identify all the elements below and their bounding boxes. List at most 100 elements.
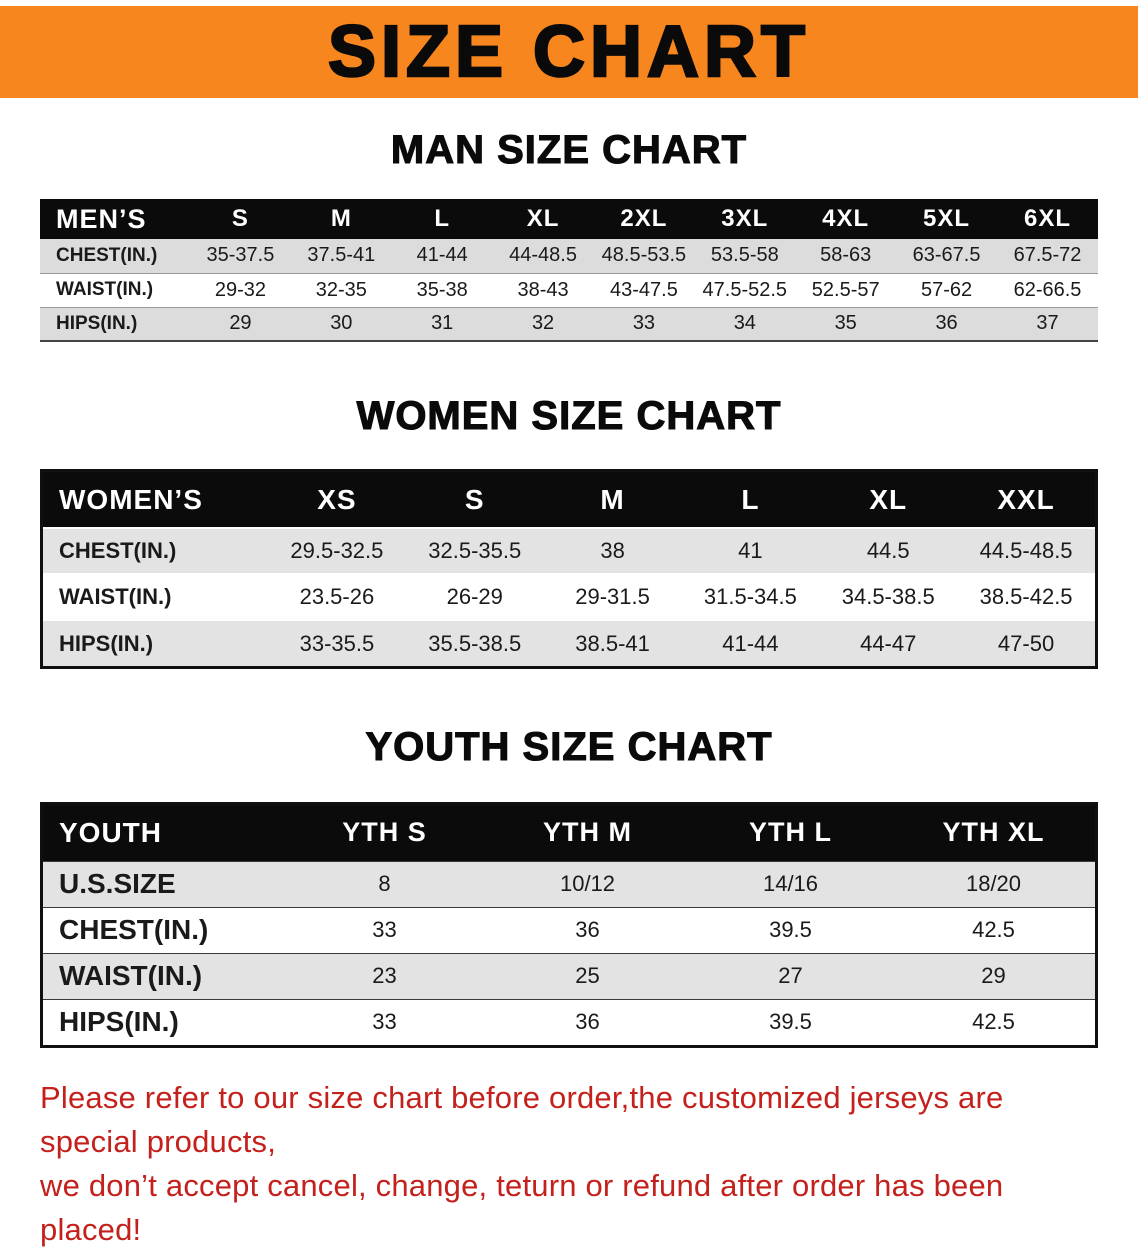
table-head: MEN’S S M L XL 2XL 3XL 4XL 5XL 6XL (40, 199, 1098, 239)
size-value-cell: 18/20 (965, 871, 1022, 896)
size-value-cell: 23.5-26 (299, 584, 375, 609)
size-value-cell: 53.5-58 (710, 244, 779, 267)
size-column-header: YTH M (486, 805, 689, 861)
size-value-cell: 31 (431, 312, 454, 335)
youth-size-table: YOUTH YTH S YTH M YTH L YTH XL U.S.SIZE 8 10/12… (40, 802, 1098, 1048)
size-chart-page: SIZE CHART MAN SIZE CHART MEN’S S M L XL 2XL 3… (0, 6, 1138, 1252)
size-value-cell: 32-35 (315, 278, 367, 301)
womens-table: WOMEN’S XS S M L XL XXL CHEST(IN.) 29.5-32.5 32.5… (43, 472, 1095, 666)
banner: SIZE CHART (0, 6, 1138, 98)
size-value-cell: 67.5-72 (1013, 244, 1082, 267)
disclaimer-line-2: we don’t accept cancel, change, teturn o… (40, 1168, 1004, 1248)
size-value-cell: 35-37.5 (206, 244, 275, 267)
men-size-chart-section: MAN SIZE CHART MEN’S S M L XL 2XL 3XL 4XL 5XL 6XL… (0, 127, 1138, 342)
size-value-cell: 31.5-34.5 (703, 584, 797, 609)
size-value-cell: 39.5 (769, 917, 812, 942)
size-value-cell: 42.5 (972, 917, 1015, 942)
row-label: WAIST(IN.) (59, 584, 172, 609)
table-head: WOMEN’S XS S M L XL XXL (43, 472, 1095, 528)
size-value-cell: 33-35.5 (299, 630, 375, 656)
size-value-cell: 38-43 (517, 278, 569, 301)
size-column-header: S (190, 199, 291, 239)
size-value-cell: 32 (531, 312, 555, 335)
size-column-header: M (290, 199, 392, 239)
size-value-cell: 33 (372, 1009, 397, 1035)
size-value-cell: 25 (575, 963, 600, 988)
table-header-row: WOMEN’S XS S M L XL XXL (43, 472, 1095, 528)
size-column-header: YTH S (283, 805, 486, 861)
size-value-cell: 63-67.5 (912, 244, 981, 267)
table-head: YOUTH YTH S YTH M YTH L YTH XL (43, 805, 1095, 861)
row-label: CHEST(IN.) (59, 914, 209, 945)
table-body: CHEST(IN.) 35-37.5 37.5-41 41-44 44-48.5 48.5… (40, 239, 1098, 341)
men-section-heading: MAN SIZE CHART (390, 127, 748, 172)
row-label: HIPS(IN.) (59, 1006, 179, 1038)
size-column-header: L (391, 199, 493, 239)
table-body: U.S.SIZE 8 10/12 14/16 18/20 CHEST(IN.) 33 36 39… (43, 861, 1095, 1045)
size-column-header: M (543, 472, 682, 528)
women-size-chart-section: WOMEN SIZE CHART WOMEN’S XS S M L XL XXL CHEST(… (0, 393, 1138, 669)
size-value-cell: 29.5-32.5 (290, 538, 384, 563)
women-size-table: WOMEN’S XS S M L XL XXL CHEST(IN.) 29.5-32.5 32.5… (40, 469, 1098, 669)
size-value-cell: 27 (778, 963, 803, 988)
size-value-cell: 30 (330, 312, 353, 335)
size-value-cell: 57-62 (920, 278, 973, 301)
table-title-cell: MEN’S (40, 199, 190, 239)
table-row: WAIST(IN.) 29-32 32-35 35-38 38-43 43-47.5 47.… (40, 273, 1098, 307)
table-row: WAIST(IN.) 23 25 27 29 (43, 953, 1095, 999)
size-value-cell: 36 (935, 312, 958, 335)
size-column-header: YTH XL (892, 805, 1095, 861)
size-value-cell: 35-38 (416, 278, 468, 301)
size-value-cell: 36 (575, 1009, 600, 1035)
row-label: WAIST(IN.) (56, 279, 154, 300)
table-row: CHEST(IN.) 33 36 39.5 42.5 (43, 907, 1095, 953)
size-value-cell: 29 (229, 312, 252, 335)
table-row: HIPS(IN.) 33 36 39.5 42.5 (43, 999, 1095, 1045)
women-section-heading: WOMEN SIZE CHART (356, 393, 782, 438)
table-row: HIPS(IN.) 29 30 31 32 33 34 35 36 37 (40, 307, 1098, 341)
table-body: CHEST(IN.) 29.5-32.5 32.5-35.5 38 41 44.5 44.5… (43, 528, 1095, 666)
size-value-cell: 35 (834, 312, 857, 335)
size-value-cell: 33 (372, 917, 397, 942)
page-title: SIZE CHART (327, 12, 810, 92)
table-row: U.S.SIZE 8 10/12 14/16 18/20 (43, 861, 1095, 907)
size-value-cell: 8 (378, 871, 391, 896)
size-value-cell: 47.5-52.5 (702, 278, 788, 301)
men-size-table: MEN’S S M L XL 2XL 3XL 4XL 5XL 6XL CHEST(IN.) 35-37… (40, 199, 1098, 342)
size-value-cell: 37 (1036, 312, 1059, 335)
row-label: WAIST(IN.) (59, 960, 203, 991)
youth-size-chart-section: YOUTH SIZE CHART YOUTH YTH S YTH M YTH L YTH… (0, 724, 1138, 1048)
size-value-cell: 29-32 (214, 278, 267, 301)
size-value-cell: 58-63 (820, 244, 872, 267)
size-column-header: 3XL (694, 199, 796, 239)
row-label: CHEST(IN.) (59, 538, 177, 563)
table-row: CHEST(IN.) 29.5-32.5 32.5-35.5 38 41 44.5 44.5… (43, 528, 1095, 574)
table-header-row: MEN’S S M L XL 2XL 3XL 4XL 5XL 6XL (40, 199, 1098, 239)
size-column-header: 2XL (593, 199, 695, 239)
size-value-cell: 47-50 (997, 630, 1055, 656)
mens-table: MEN’S S M L XL 2XL 3XL 4XL 5XL 6XL CHEST(IN.) 35-37… (40, 199, 1098, 342)
size-column-header: L (681, 472, 820, 528)
size-value-cell: 29-31.5 (575, 584, 650, 609)
row-label: U.S.SIZE (59, 868, 176, 899)
size-value-cell: 23 (372, 963, 397, 988)
size-value-cell: 41 (738, 538, 763, 563)
size-value-cell: 52.5-57 (811, 278, 880, 301)
row-label: HIPS(IN.) (56, 312, 138, 334)
table-header-row: YOUTH YTH S YTH M YTH L YTH XL (43, 805, 1095, 861)
size-value-cell: 41-44 (416, 244, 468, 267)
size-column-header: 4XL (795, 199, 897, 239)
size-value-cell: 36 (575, 917, 600, 942)
size-value-cell: 41-44 (722, 630, 779, 656)
size-column-header: XL (819, 472, 958, 528)
youth-table: YOUTH YTH S YTH M YTH L YTH XL U.S.SIZE 8 10/12… (43, 805, 1095, 1045)
size-value-cell: 39.5 (769, 1009, 812, 1035)
size-column-header: XXL (957, 472, 1095, 528)
size-value-cell: 34.5-38.5 (841, 584, 935, 609)
table-row: CHEST(IN.) 35-37.5 37.5-41 41-44 44-48.5 48.5… (40, 239, 1098, 273)
disclaimer-line-1: Please refer to our size chart before or… (40, 1080, 1004, 1160)
size-column-header: XL (492, 199, 594, 239)
size-value-cell: 44-47 (860, 630, 917, 656)
size-value-cell: 48.5-53.5 (601, 244, 687, 267)
table-title-cell: YOUTH (43, 805, 283, 861)
